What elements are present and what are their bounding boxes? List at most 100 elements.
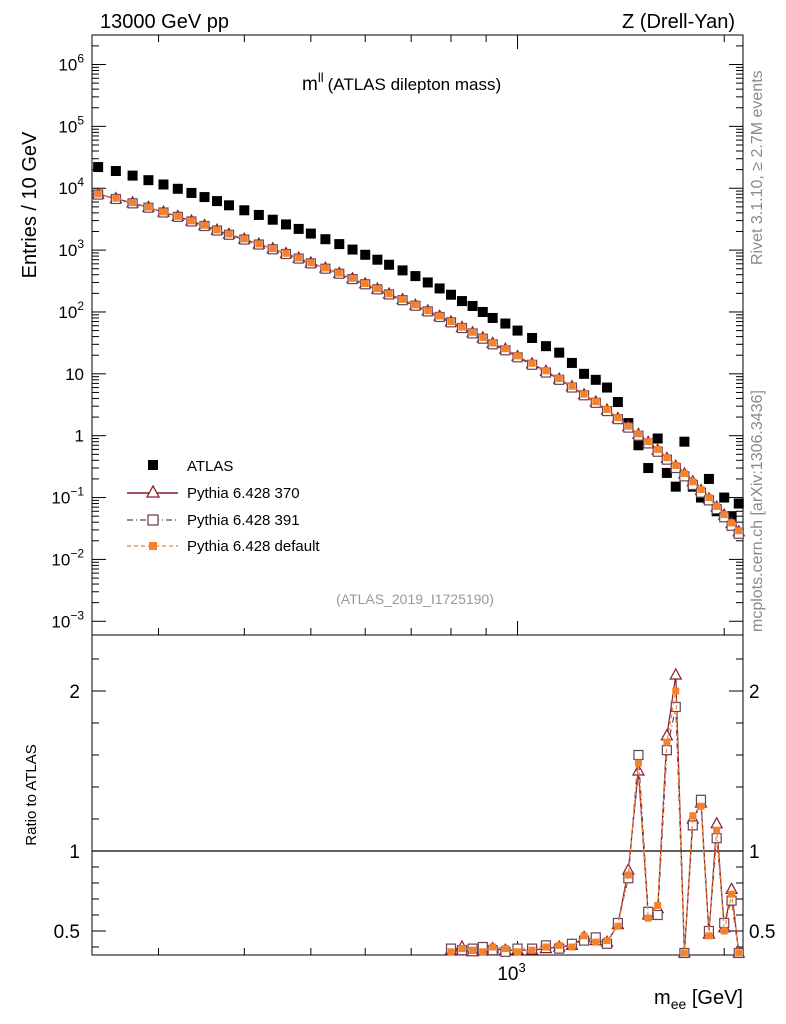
data-point-atlas [652,433,663,444]
data-point [705,494,713,502]
ratio-panel: 0.5 0.51 12 2 103 Ratio to ATLAS mee [GeV] [23,35,775,1012]
ratio-point [489,943,497,951]
ratio-point [663,738,671,746]
legend-marker-p391 [147,514,159,526]
y-tick-exponent: 3 [77,237,84,251]
main-series [91,162,746,539]
header-right: Z (Drell-Yan) [622,11,735,33]
data-point [479,334,487,342]
series-pythia-6-428-default [94,190,743,535]
data-point-atlas [267,214,278,225]
data-point [568,382,576,390]
y-tick-label: 10 [65,365,84,384]
y-tick-mantissa: 10 [58,303,77,322]
legend-marker-pdef [149,542,157,550]
data-point [458,323,466,331]
rivet-label: Rivet 3.1.10, ≥ 2.7M events [749,70,766,265]
data-point [385,290,393,298]
x-label-main: m [654,987,671,1009]
data-point [399,295,407,303]
ratio-point [603,937,611,945]
data-point-atlas [172,183,183,194]
header-left: 13000 GeV pp [100,11,229,33]
legend: ATLAS Pythia 6.428 370 Pythia 6.428 391 … [127,458,320,555]
legend-label-p391: Pythia 6.428 391 [187,512,300,529]
data-point-atlas [566,357,577,368]
ratio-y-tick-label-right: 0.5 [749,922,775,943]
data-point [201,221,209,229]
data-point [174,212,182,220]
y-tick-mantissa: 10 [65,365,84,384]
data-point-atlas [661,467,672,478]
data-point-atlas [633,440,644,451]
data-point [603,406,611,414]
data-point-atlas [670,481,681,492]
data-point-atlas [703,473,714,484]
ratio-point [672,687,680,695]
ratio-point [479,948,487,956]
y-tick-label: 104 [58,175,84,198]
ratio-point [542,943,550,951]
y-tick-label: 10−3 [51,608,84,631]
ratio-point [652,909,663,921]
ratio-point [447,948,455,956]
data-point-atlas [397,265,408,276]
x-axis-label: mee [GeV] [654,987,743,1012]
x-tick-label: 103 [497,960,525,985]
legend-item-p370: Pythia 6.428 370 [127,484,300,502]
y-tick-mantissa: 10 [51,550,70,569]
data-point-atlas [360,249,371,260]
mcplots-label: mcplots.cern.ch [arXiv:1306.3436] [749,390,766,632]
data-point-atlas [527,332,538,343]
data-point-atlas [334,239,345,250]
data-point [187,217,195,225]
series-line [97,193,740,532]
data-point-atlas [733,498,744,509]
data-point [361,280,369,288]
title-subtitle: (ATLAS dilepton mass) [328,75,502,94]
data-point-atlas [280,219,291,230]
data-point [713,502,721,510]
y-tick-mantissa: 10 [58,241,77,260]
data-point [255,240,263,248]
legend-label-p370: Pythia 6.428 370 [187,485,300,502]
data-point [514,352,522,360]
data-point [129,199,137,207]
data-point-atlas [224,200,235,211]
ratio-point [728,890,736,898]
data-point-atlas [305,228,316,239]
data-point [269,245,277,253]
data-point-atlas [212,196,223,207]
data-point [634,430,642,438]
ratio-point [555,941,563,949]
ratio-point [634,759,642,767]
data-point [654,445,662,453]
ratio-point [633,749,644,761]
ratio-point [735,949,743,957]
legend-label-pdef: Pythia 6.428 default [187,538,320,555]
data-point [624,422,632,430]
data-point-atlas [410,271,421,282]
data-point [501,345,509,353]
data-point-atlas [158,179,169,190]
data-point-atlas [512,325,523,336]
data-point [159,208,167,216]
ratio-y-axis: 0.5 0.5 1 1 2 2 [54,658,775,948]
x-tick-exponent: 3 [518,960,525,975]
y-tick-mantissa: 10 [58,56,77,75]
x-tick-mantissa: 10 [497,964,518,985]
data-point-atlas [602,382,613,393]
ratio-point [680,949,688,957]
data-point [644,438,652,446]
data-point [469,328,477,336]
title-sup: ll [318,70,324,85]
data-point-atlas [372,254,383,265]
data-point-atlas [434,283,445,294]
ratio-point [710,816,724,829]
data-point-atlas [446,289,457,300]
ratio-point [458,945,466,953]
ratio-point [631,763,645,776]
data-point-atlas [500,318,511,329]
